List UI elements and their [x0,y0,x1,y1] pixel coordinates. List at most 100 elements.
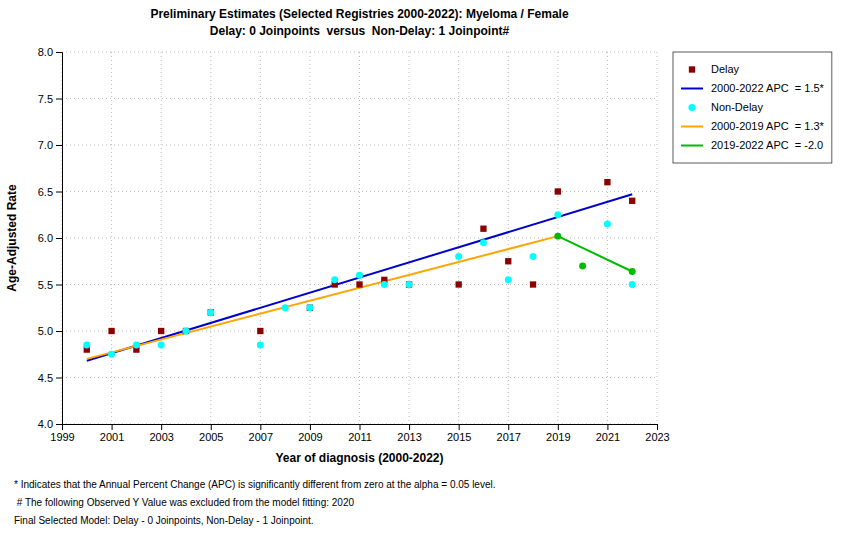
point [406,281,413,288]
plot-area: 1999 2001 2003 2005 2007 2009 2011 2013 2015 2017… [38,46,670,443]
y-axis-title: Age-Adjusted Rate [5,184,19,292]
y-axis-tick-mark [56,99,62,100]
x-axis-tick: 2023 [645,424,669,443]
point [183,328,189,334]
point [555,188,561,194]
x-axis-tick-label: 2007 [249,431,273,443]
y-axis-tick-label: 6.5 [38,186,53,198]
y-axis-tick: 4.5 [38,372,62,384]
grid-line-x [607,52,608,424]
x-axis-tick-mark [211,424,212,430]
grid-line-x [260,52,261,424]
x-axis-tick: 2017 [497,424,521,443]
footnote: * Indicates that the Annual Percent Chan… [14,479,495,490]
x-axis-tick-mark [607,424,608,430]
point [158,341,165,348]
legend-swatch [681,126,703,128]
y-axis: 4.04.55.05.56.06.57.07.58.0 [38,46,63,430]
point [406,281,412,287]
point [306,304,313,311]
x-axis-tick-label: 2019 [546,431,570,443]
y-axis-tick: 5.5 [38,279,62,291]
x-axis-tick-label: 2001 [100,431,124,443]
grid-line-y [62,52,657,53]
point [307,305,313,311]
title: Preliminary Estimates (Selected Registri… [150,7,569,21]
legend-label: 2019-2022 APC = -2.0 [711,139,823,151]
y-axis-tick-mark [56,192,62,193]
x-axis-tick-mark [558,424,559,430]
point [505,258,511,264]
point [83,341,90,348]
y-axis-tick: 6.5 [38,186,62,198]
point [108,328,114,334]
y-axis-tick-label: 4.5 [38,372,53,384]
point [133,341,140,348]
point [208,309,214,315]
legend-entry: Non-Delay [688,101,763,113]
legend-entry: 2000-2019 APC = 1.3* [681,120,825,132]
x-axis-tick: 2005 [199,424,223,443]
point-series [554,233,635,275]
x-axis-tick-label: 2013 [397,431,421,443]
x-axis-line [63,425,658,431]
point [257,341,264,348]
y-axis-tick-mark [56,52,62,53]
point [207,309,214,316]
point [480,226,486,232]
chart: Preliminary Estimates (Selected Registri… [0,0,857,554]
x-axis-tick-label: 2015 [447,431,471,443]
y-axis-tick-label: 5.0 [38,325,53,337]
y-axis-tick-mark [56,378,62,379]
legend-entry: 2019-2022 APC = -2.0 [681,139,823,151]
x-axis-tick: 2021 [596,424,620,443]
point [579,262,586,269]
legend-swatch [689,66,695,72]
footnote: Final Selected Model: Delay - 0 Joinpoin… [14,515,314,526]
grid-line-y [62,191,657,192]
legend-swatch [681,88,703,90]
point [480,239,487,246]
marks [83,179,635,361]
legend-label: 2000-2019 APC = 1.3* [711,120,825,132]
legend-entry: Delay [689,63,740,75]
legend-swatch [688,104,695,111]
x-axis-tick-mark [459,424,460,430]
point [356,272,363,279]
point [182,328,189,335]
point [356,281,362,287]
point-layer [83,179,635,358]
y-axis-tick: 7.0 [38,139,62,151]
point [530,281,536,287]
x-axis-tick-label: 1999 [50,431,74,443]
x-axis-tick: 2011 [348,424,372,443]
y-axis-tick-label: 6.0 [38,232,53,244]
point [257,328,263,334]
x-axis-tick: 2013 [397,424,421,443]
legend-label: 2000-2022 APC = 1.5* [711,82,825,94]
x-axis-tick-mark [360,424,361,430]
y-axis-tick-label: 5.5 [38,279,53,291]
point [629,281,636,288]
x-axis-tick-label: 2003 [149,431,173,443]
subtitle: Delay: 0 Joinpoints versus Non-Delay: 1 … [210,24,510,38]
x-axis-tick: 2001 [100,424,124,443]
x-axis-tick-mark [310,424,311,430]
y-axis-tick: 5.0 [38,325,62,337]
grid-line-y [62,331,657,332]
point [455,253,462,260]
point [505,276,512,283]
legend-swatch [681,145,703,147]
grid-line-x [161,52,162,424]
trend-line [87,236,558,359]
x-axis-tick: 2007 [249,424,273,443]
y-axis-tick-mark [56,424,62,425]
line-layer [87,194,632,360]
point [108,351,115,358]
y-axis-tick: 7.5 [38,93,62,105]
legend-label: Non-Delay [711,101,763,113]
x-axis-tick-mark [409,424,410,430]
x-axis-tick-label: 2009 [298,431,322,443]
footnote: # The following Observed Y Value was exc… [14,497,354,508]
legend-frame [673,52,832,163]
